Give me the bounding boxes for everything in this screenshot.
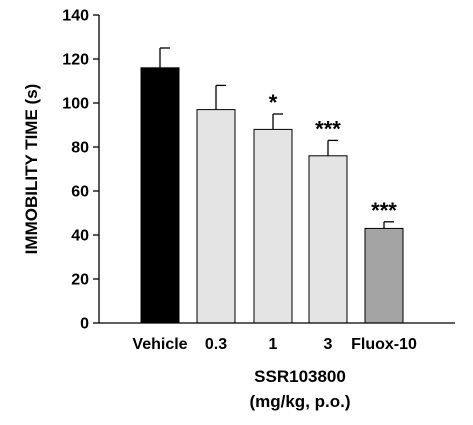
y-tick-label-4: 80 [71,140,89,157]
x-category-label-3: 3 [324,336,333,353]
x-category-label-2: 1 [269,336,278,353]
significance-label-2: * [269,90,278,115]
bar-4 [364,227,404,324]
x-axis-title-line2: (mg/kg, p.o.) [249,392,350,411]
x-axis: Vehicle 0.3 1 3 Fluox-10 [99,322,455,353]
y-tick-label-2: 40 [71,228,89,245]
bar-2 [253,128,293,324]
bar-0 [140,67,180,324]
y-tick-label-6: 120 [62,52,89,69]
x-category-label-0: Vehicle [132,336,187,353]
bar-1 [196,109,236,324]
y-tick-label-1: 20 [71,272,89,289]
y-axis-title: IMMOBILITY TIME (s) [22,84,41,255]
y-tick-label-7: 140 [62,8,89,25]
x-category-label-4: Fluox-10 [351,336,417,353]
x-category-label-1: 0.3 [205,336,227,353]
significance-label-3: *** [315,116,341,141]
significance-label-4: *** [371,198,397,223]
x-axis-title-line1: SSR103800 [254,367,346,386]
significance-group: ******* [269,90,398,223]
y-tick-label-5: 100 [62,96,89,113]
y-tick-label-0: 0 [80,316,89,333]
bar-3 [308,155,348,324]
y-axis: 0 20 40 60 80 100 120 140 [62,8,100,333]
error-bars-group [159,47,394,229]
y-tick-label-3: 60 [71,184,89,201]
